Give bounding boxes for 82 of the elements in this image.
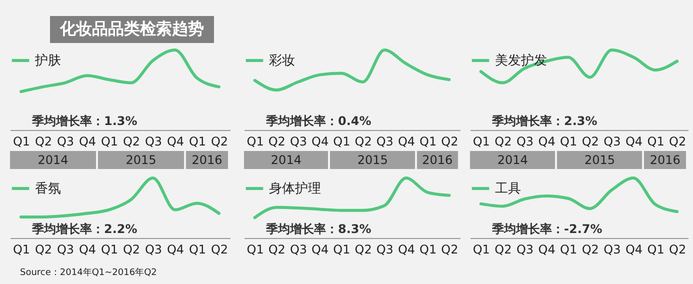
x-tick-label: Q2 (582, 242, 599, 256)
x-tick-label: Q3 (604, 242, 621, 256)
x-tick-label: Q4 (78, 134, 96, 148)
x-tick-label: Q1 (647, 242, 664, 256)
annotation: 季均增长率：2.2% (31, 222, 138, 236)
x-tick-label: Q2 (582, 134, 599, 148)
text: 2016 (186, 151, 230, 169)
x-tick-label: Q3 (56, 134, 74, 148)
text: 2015 (557, 151, 644, 169)
x-tick-label: Q2 (268, 242, 286, 256)
x-tick-label: Q1 (100, 242, 118, 256)
x-tick-label: Q4 (312, 134, 329, 148)
x-tick-label: Q3 (376, 242, 394, 256)
x-tick-label: Q1 (333, 134, 350, 148)
text: 2014 (470, 151, 558, 169)
legend-label: 香氛 (35, 182, 61, 196)
x-tick-label: Q4 (625, 134, 643, 148)
x-tick-label: Q1 (333, 242, 350, 256)
x-tick-label: Q2 (210, 242, 228, 256)
text: 2014 (10, 151, 98, 169)
x-tick-label: Q1 (560, 134, 578, 148)
x-tick-label: Q3 (144, 134, 162, 148)
x-tick-label: Q2 (34, 242, 52, 256)
x-tick-label: Q1 (100, 134, 118, 148)
x-tick-label: Q2 (494, 134, 512, 148)
x-tick-label: Q3 (290, 134, 308, 148)
text: 2016 (644, 151, 688, 169)
x-tick-label: Q4 (538, 134, 556, 148)
x-tick-label: Q1 (188, 242, 206, 256)
text: 2014 (244, 151, 330, 169)
x-tick-label: Q1 (420, 242, 437, 256)
x-tick-label: Q1 (472, 242, 490, 256)
x-tick-label: Q3 (516, 242, 534, 256)
x-tick-label: Q4 (625, 242, 643, 256)
annotation: 季均增长率：2.3% (491, 114, 598, 128)
chart-title: 化妆品品类检索趋势 (50, 16, 214, 43)
x-tick-label: Q3 (144, 242, 162, 256)
x-tick-label: Q1 (560, 242, 578, 256)
x-tick-label: Q3 (516, 134, 534, 148)
x-tick-label: Q2 (122, 242, 140, 256)
text: 2016 (416, 151, 460, 169)
legend-label: 护肤 (34, 54, 61, 68)
x-tick-label: Q4 (166, 134, 184, 148)
text: 2015 (98, 151, 186, 169)
x-tick-label: Q2 (669, 134, 686, 148)
x-tick-label: Q4 (166, 242, 184, 256)
x-tick-label: Q1 (246, 134, 264, 148)
x-tick-label: Q2 (34, 134, 52, 148)
annotation: 季均增长率：0.4% (265, 114, 372, 128)
x-tick-label: Q3 (56, 242, 74, 256)
x-tick-label: Q2 (210, 134, 228, 148)
x-tick-label: Q2 (122, 134, 140, 148)
x-tick-label: Q4 (538, 242, 556, 256)
annotation: 季均增长率：1.3% (31, 114, 138, 128)
x-tick-label: Q2 (354, 242, 372, 256)
x-tick-label: Q1 (12, 242, 30, 256)
x-tick-label: Q1 (472, 134, 490, 148)
text: 2015 (330, 151, 417, 169)
x-tick-label: Q1 (12, 134, 30, 148)
legend-label: 工具 (495, 182, 521, 196)
x-tick-label: Q1 (188, 134, 206, 148)
source-note: Source：2014年Q1~2016年Q2 (20, 266, 157, 279)
legend-label: 彩妆 (269, 54, 295, 68)
x-tick-label: Q2 (441, 134, 458, 148)
annotation: 季均增长率：8.3% (265, 222, 372, 236)
x-tick-label: Q2 (354, 134, 372, 148)
x-tick-label: Q1 (420, 134, 437, 148)
x-tick-label: Q4 (398, 242, 416, 256)
x-tick-label: Q4 (78, 242, 96, 256)
x-tick-label: Q2 (441, 242, 458, 256)
x-tick-label: Q4 (312, 242, 329, 256)
x-tick-label: Q3 (604, 134, 621, 148)
x-tick-label: Q1 (246, 242, 264, 256)
x-tick-label: Q1 (647, 134, 664, 148)
x-tick-label: Q2 (494, 242, 512, 256)
x-tick-label: Q2 (268, 134, 286, 148)
x-tick-label: Q3 (376, 134, 394, 148)
legend-label: 身体护理 (269, 182, 321, 196)
x-tick-label: Q4 (398, 134, 416, 148)
x-tick-label: Q3 (290, 242, 308, 256)
annotation: 季均增长率：-2.7% (491, 222, 602, 236)
x-tick-label: Q2 (669, 242, 686, 256)
